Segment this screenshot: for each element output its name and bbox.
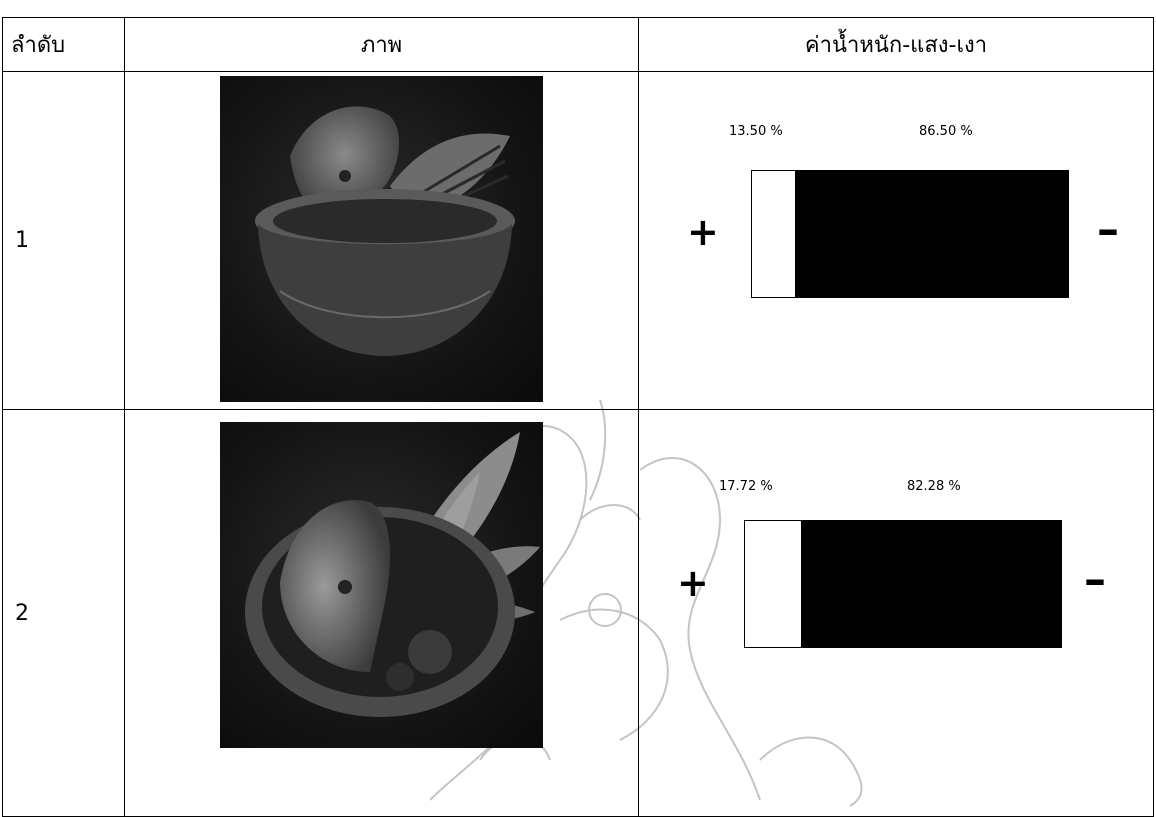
- dark-segment: [795, 171, 1068, 297]
- header-image: ภาพ: [124, 17, 639, 72]
- light-segment: [745, 521, 802, 647]
- image-cell: [124, 409, 639, 817]
- minus-sign: –: [1084, 554, 1106, 605]
- plus-sign: +: [677, 561, 709, 605]
- header-row: ลำดับ ภาพ ค่าน้ำหนัก-แสง-เงา: [2, 17, 1154, 72]
- weight-cell: 17.72 % 82.28 % + –: [638, 409, 1154, 817]
- image-cell: [124, 71, 639, 410]
- table-row: 2: [2, 409, 1154, 817]
- dark-segment: [801, 521, 1061, 647]
- header-weight: ค่าน้ำหนัก-แสง-เงา: [638, 17, 1154, 72]
- still-life-bowl-with-leaves-photo: [220, 422, 543, 748]
- table-row: 1: [2, 71, 1154, 410]
- light-shadow-table: ลำดับ ภาพ ค่าน้ำหนัก-แสง-เงา 1: [2, 17, 1154, 817]
- weight-cell: 13.50 % 86.50 % + –: [638, 71, 1154, 410]
- header-order: ลำดับ: [2, 17, 125, 72]
- still-life-bowl-photo: [220, 75, 543, 402]
- dark-percent-label: 82.28 %: [907, 479, 961, 494]
- row-index: 2: [2, 409, 125, 817]
- dark-percent-label: 86.50 %: [919, 124, 973, 139]
- light-segment: [752, 171, 796, 297]
- plus-sign: +: [687, 210, 719, 254]
- minus-sign: –: [1097, 204, 1119, 255]
- row-index: 1: [2, 71, 125, 410]
- light-percent-label: 17.72 %: [719, 479, 773, 494]
- light-dark-bar: [744, 520, 1062, 648]
- light-percent-label: 13.50 %: [729, 124, 783, 139]
- light-dark-bar: [751, 170, 1069, 298]
